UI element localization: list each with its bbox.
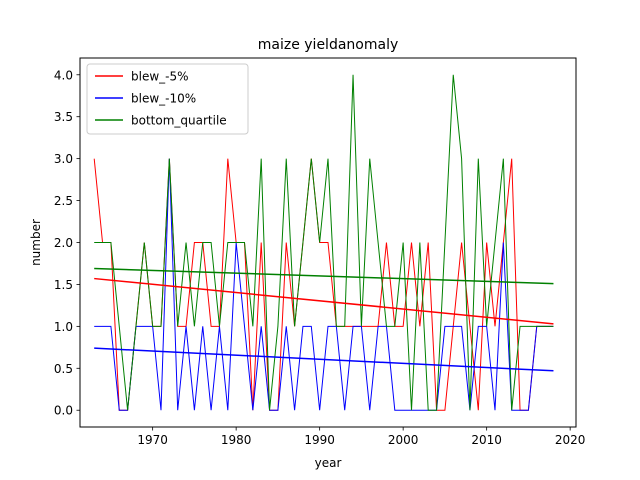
x-tick-label: 2000 xyxy=(388,433,419,447)
x-tick-label: 2010 xyxy=(471,433,502,447)
series-layer xyxy=(93,74,554,411)
series-line-bottom-quartile xyxy=(94,74,554,411)
y-tick-label: 0.5 xyxy=(54,362,73,376)
y-axis: 0.0 0.5 1.0 1.5 2.0 2.5 3.0 3.5 4.0 xyxy=(54,68,80,418)
y-tick-label: 1.0 xyxy=(54,320,73,334)
y-tick-label: 2.0 xyxy=(54,236,73,250)
y-tick-label: 3.5 xyxy=(54,110,73,124)
y-tick-label: 1.5 xyxy=(54,278,73,292)
chart-title: maize yieldanomaly xyxy=(258,37,399,53)
x-axis-label: year xyxy=(315,456,342,470)
x-tick-label: 1970 xyxy=(137,433,168,447)
trend-layer xyxy=(94,267,554,372)
legend-box xyxy=(86,63,249,135)
y-axis-label: number xyxy=(29,219,43,266)
y-tick-label: 2.5 xyxy=(54,194,73,208)
legend-label-bottom-quartile: bottom_quartile xyxy=(131,114,227,128)
trend-line-bottom-quartile xyxy=(94,267,554,285)
y-tick-label: 0.0 xyxy=(54,404,73,418)
trend-line-blew-5 xyxy=(94,277,554,325)
x-axis: 1970 1980 1990 2000 2010 2020 xyxy=(137,427,585,447)
trend-line-blew-10 xyxy=(94,347,554,372)
x-tick-label: 2020 xyxy=(555,433,586,447)
legend-label-blew-10: blew_-10% xyxy=(131,92,196,106)
x-tick-label: 1980 xyxy=(221,433,252,447)
y-tick-label: 3.0 xyxy=(54,152,73,166)
series-line-blew-10 xyxy=(94,158,554,411)
x-tick-label: 1990 xyxy=(304,433,335,447)
legend-label-blew-5: blew_-5% xyxy=(131,70,189,84)
legend: blew_-5% blew_-10% bottom_quartile xyxy=(86,63,249,135)
y-tick-label: 4.0 xyxy=(54,68,73,82)
